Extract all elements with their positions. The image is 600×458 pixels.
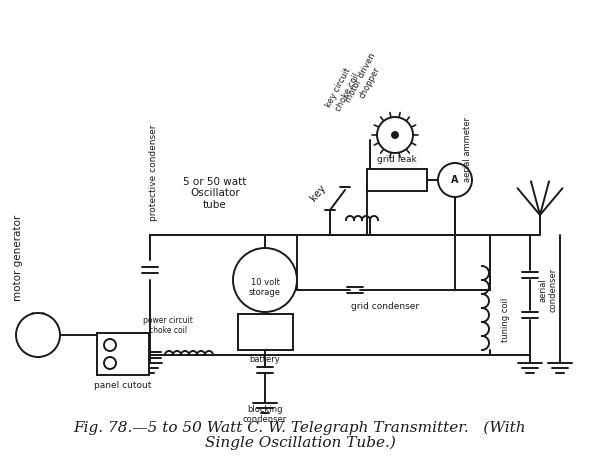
Text: aerial ammeter: aerial ammeter <box>464 118 473 182</box>
Text: motor generator: motor generator <box>13 215 23 301</box>
Text: key circuit
choke coil: key circuit choke coil <box>324 66 362 114</box>
Text: motor driven
chopper: motor driven chopper <box>344 51 386 109</box>
Text: 5 or 50 watt
Oscillator
tube: 5 or 50 watt Oscillator tube <box>184 177 247 210</box>
Circle shape <box>377 117 413 153</box>
Bar <box>97 333 149 375</box>
Circle shape <box>392 132 398 138</box>
Text: grid condenser: grid condenser <box>351 302 419 311</box>
Circle shape <box>104 357 116 369</box>
Text: protective condenser: protective condenser <box>149 125 157 221</box>
Text: tuning coil: tuning coil <box>500 298 509 342</box>
Circle shape <box>16 313 60 357</box>
Text: Single Oscillation Tube.): Single Oscillation Tube.) <box>205 436 395 450</box>
Circle shape <box>233 248 297 312</box>
Text: Fig. 78.—5 to 50 Watt C. W. Telegraph Transmitter.   (With: Fig. 78.—5 to 50 Watt C. W. Telegraph Tr… <box>74 421 526 435</box>
Text: aerial
condenser: aerial condenser <box>538 268 558 312</box>
Text: panel cutout: panel cutout <box>94 381 152 389</box>
Circle shape <box>438 163 472 197</box>
Text: grid leak: grid leak <box>377 155 417 164</box>
Text: blocking
condenser: blocking condenser <box>243 405 287 425</box>
Text: key: key <box>308 183 328 203</box>
Text: power circuit
choke coil: power circuit choke coil <box>143 316 193 335</box>
Bar <box>367 169 427 191</box>
Text: battery: battery <box>250 355 280 364</box>
Text: A: A <box>451 175 459 185</box>
Circle shape <box>104 339 116 351</box>
Text: 10 volt
storage: 10 volt storage <box>249 278 281 297</box>
Bar <box>238 314 293 350</box>
